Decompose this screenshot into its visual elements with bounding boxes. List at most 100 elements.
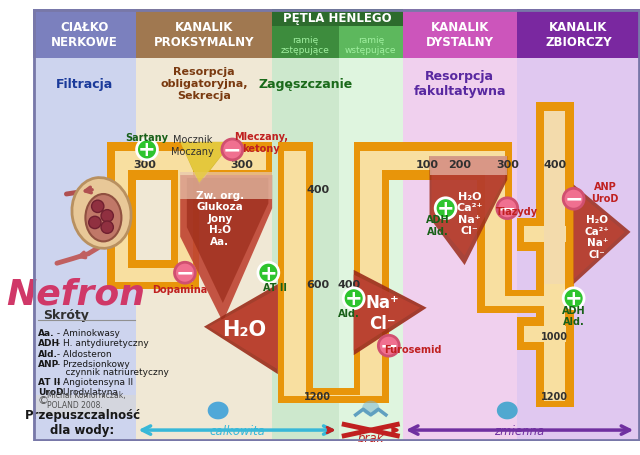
Text: Tiazydy: Tiazydy [496, 207, 538, 217]
Circle shape [136, 140, 157, 161]
Polygon shape [429, 157, 508, 266]
Text: +: + [260, 263, 277, 283]
Text: ANP
UroD: ANP UroD [591, 182, 619, 203]
Text: +: + [565, 288, 582, 308]
Text: −: − [380, 336, 398, 356]
Polygon shape [516, 318, 573, 351]
Text: 400: 400 [306, 185, 329, 195]
Text: zmienna: zmienna [495, 424, 545, 437]
Polygon shape [204, 284, 278, 374]
Circle shape [175, 263, 195, 283]
Text: - Aminokwasy: - Aminokwasy [54, 328, 120, 337]
Text: Ald.: Ald. [338, 308, 360, 318]
Polygon shape [544, 111, 565, 284]
Circle shape [92, 201, 104, 213]
Text: 1000: 1000 [541, 332, 568, 341]
Text: ©: © [38, 395, 49, 405]
Bar [339, 10, 403, 441]
Text: Resorpcja
fakultatywna: Resorpcja fakultatywna [413, 70, 506, 98]
Text: KANALIK
ZBIORCZY: KANALIK ZBIORCZY [545, 21, 612, 49]
Text: 300: 300 [496, 159, 518, 169]
Text: Aa.: Aa. [38, 328, 54, 337]
Polygon shape [107, 261, 199, 289]
Bar [339, 27, 403, 59]
Text: −: − [175, 263, 195, 283]
Bar [272, 27, 339, 59]
Bar [35, 395, 136, 416]
Polygon shape [122, 152, 266, 171]
Text: całkowita: całkowita [209, 424, 265, 437]
Text: +: + [138, 140, 156, 160]
Polygon shape [524, 326, 566, 342]
Text: Resorpcja
obligatoryjna,
Sekrecja: Resorpcja obligatoryjna, Sekrecja [160, 67, 248, 101]
Polygon shape [209, 289, 278, 369]
Circle shape [497, 198, 518, 219]
Polygon shape [180, 142, 232, 185]
Polygon shape [179, 152, 193, 268]
Text: ADH
Ald.: ADH Ald. [426, 215, 450, 237]
Text: Sartany: Sartany [125, 133, 168, 143]
Text: CIAŁKO
NERKOWE: CIAŁKO NERKOWE [51, 21, 118, 49]
Text: Na⁺
Cl⁻: Na⁺ Cl⁻ [365, 293, 399, 332]
Circle shape [258, 263, 279, 283]
Polygon shape [180, 173, 272, 199]
Text: −: − [223, 140, 242, 160]
Bar [403, 10, 516, 59]
Polygon shape [477, 290, 555, 313]
Bar [33, 10, 136, 59]
Text: 200: 200 [449, 159, 472, 169]
Polygon shape [354, 275, 420, 351]
Polygon shape [429, 157, 508, 176]
Text: KANALIK
PROKSYMALNY: KANALIK PROKSYMALNY [154, 21, 254, 49]
Polygon shape [354, 270, 427, 355]
Text: +: + [345, 288, 362, 308]
Text: PĘTLA HENLEGO: PĘTLA HENLEGO [284, 12, 392, 25]
Polygon shape [360, 152, 506, 171]
Text: - Angiotensyna II: - Angiotensyna II [54, 377, 133, 386]
Text: - Urodylatyna: - Urodylatyna [54, 388, 118, 397]
Bar [33, 10, 136, 441]
Text: 100: 100 [415, 159, 438, 169]
Text: 1200: 1200 [541, 391, 568, 401]
Circle shape [101, 210, 113, 222]
Polygon shape [360, 152, 382, 396]
Text: ADH: ADH [38, 339, 60, 347]
Polygon shape [278, 389, 388, 403]
Text: Mleczany,
ketony: Mleczany, ketony [234, 132, 288, 153]
Ellipse shape [72, 178, 131, 249]
Text: +: + [437, 199, 454, 219]
Polygon shape [362, 401, 380, 420]
Text: ADH
Ald.: ADH Ald. [562, 305, 586, 326]
Polygon shape [573, 190, 625, 280]
Circle shape [435, 198, 456, 219]
Polygon shape [180, 142, 232, 183]
Text: 1200: 1200 [304, 391, 331, 401]
Circle shape [89, 217, 101, 229]
Polygon shape [573, 185, 630, 284]
Text: H₂O
Ca²⁺
Na⁺
Cl⁻: H₂O Ca²⁺ Na⁺ Cl⁻ [585, 215, 610, 259]
Text: 300: 300 [230, 159, 253, 169]
Text: brak: brak [358, 431, 384, 444]
Polygon shape [115, 152, 128, 268]
Text: AT II: AT II [263, 282, 287, 292]
Circle shape [343, 288, 364, 309]
Text: Dopamina: Dopamina [152, 284, 208, 294]
Polygon shape [484, 297, 548, 306]
Polygon shape [115, 268, 193, 283]
Text: −: − [564, 189, 583, 209]
Polygon shape [484, 152, 506, 297]
Text: 400: 400 [337, 279, 360, 289]
Ellipse shape [85, 195, 122, 242]
Polygon shape [208, 402, 228, 426]
Text: UroD: UroD [38, 388, 63, 397]
Polygon shape [497, 402, 518, 426]
Text: 400: 400 [543, 159, 566, 169]
Text: Furosemid: Furosemid [384, 344, 441, 354]
Polygon shape [278, 142, 313, 403]
Polygon shape [107, 142, 136, 275]
Polygon shape [114, 142, 272, 180]
Circle shape [101, 222, 113, 234]
Text: 600: 600 [306, 279, 329, 289]
Text: Zagęszczanie: Zagęszczanie [258, 77, 353, 91]
Text: AT II: AT II [38, 377, 60, 386]
